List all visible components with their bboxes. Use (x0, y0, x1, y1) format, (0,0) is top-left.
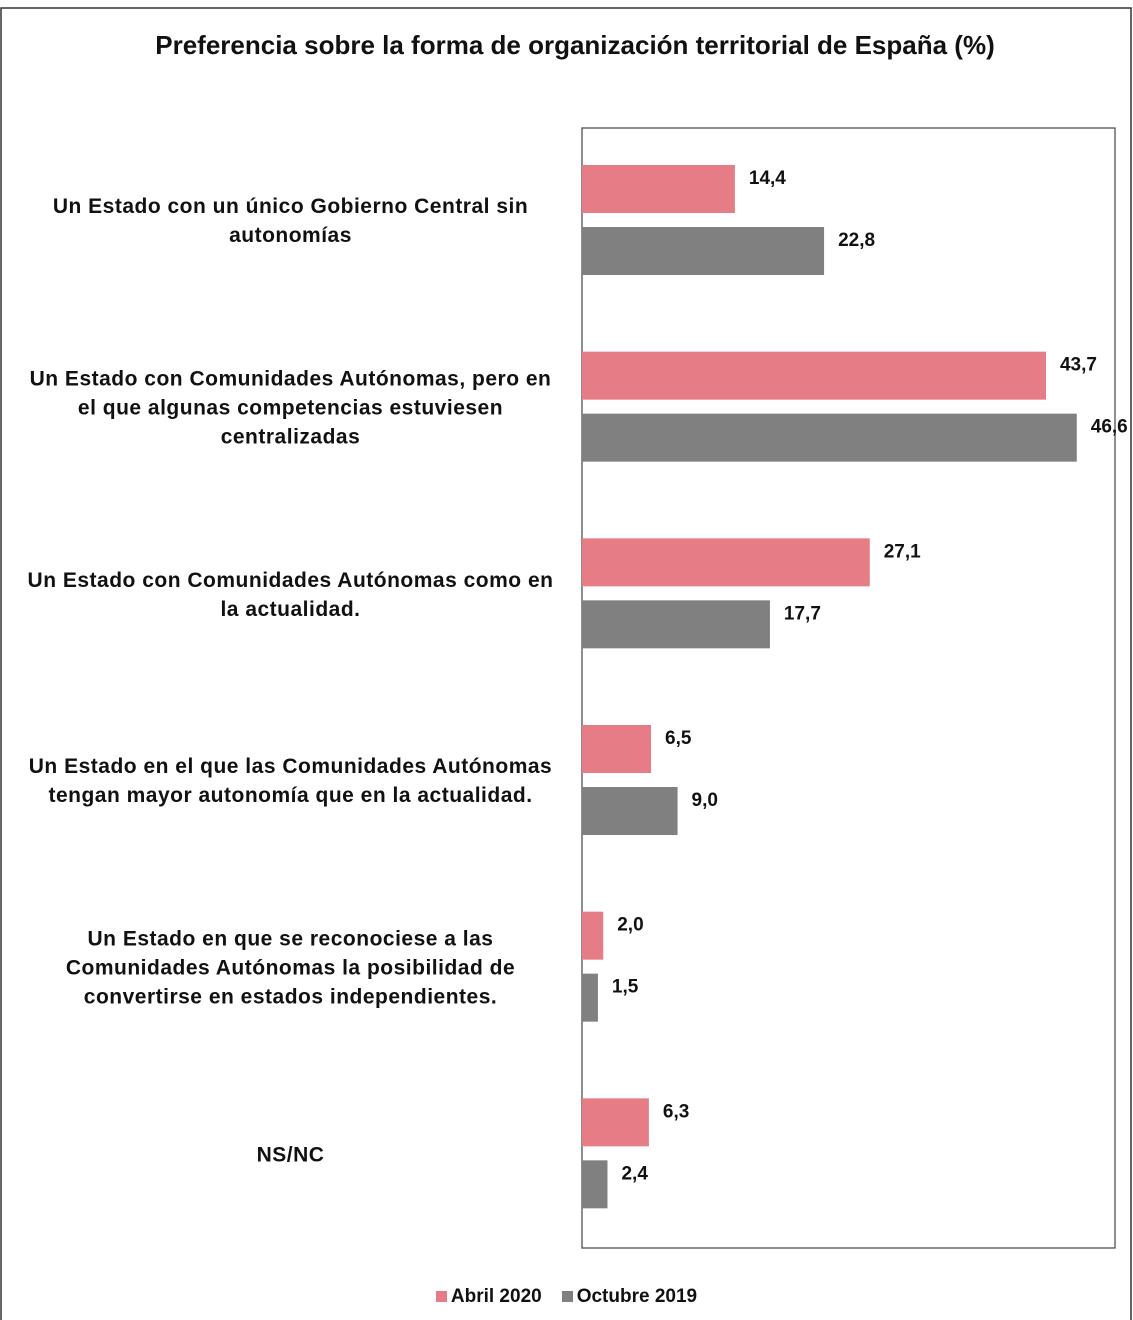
legend-swatch (435, 1291, 447, 1302)
bar (582, 911, 604, 960)
value-label: 27,1 (884, 541, 921, 562)
bar (582, 725, 652, 773)
bar (582, 600, 770, 649)
bar (582, 227, 825, 275)
bar (582, 1098, 649, 1147)
legend-label: Octubre 2019 (576, 1286, 698, 1307)
value-label: 43,7 (1060, 355, 1097, 376)
value-label: 17,7 (784, 603, 821, 624)
category-label: Un Estado con Comunidades Autónomas, per… (29, 367, 552, 449)
category-label: Un Estado con un único Gobierno Central … (52, 195, 529, 248)
value-label: 22,8 (838, 230, 875, 251)
bar (582, 165, 735, 213)
bar (582, 413, 1077, 462)
value-label: 6,3 (663, 1101, 689, 1122)
bar (582, 1160, 608, 1209)
bar (582, 787, 678, 835)
legend-item: Abril 2020 (435, 1286, 542, 1307)
value-label: 46,6 (1091, 417, 1128, 438)
value-label: 6,5 (665, 728, 692, 749)
category-label: NS/NC (256, 1143, 325, 1167)
chart-title: Preferencia sobre la forma de organizaci… (155, 30, 995, 60)
bar (582, 351, 1046, 400)
category-label: Un Estado en que se reconociese a las Co… (65, 927, 516, 1009)
legend-swatch (561, 1291, 573, 1302)
legend-item: Octubre 2019 (561, 1286, 698, 1307)
category-label: Un Estado en el que las Comunidades Autó… (28, 755, 553, 808)
plot-area (581, 127, 1116, 1249)
value-label: 14,4 (749, 168, 786, 189)
value-label: 1,5 (612, 977, 639, 998)
value-label: 2,4 (621, 1163, 648, 1184)
bar (582, 538, 870, 587)
legend: Abril 2020 Octubre 2019 (0, 1286, 1133, 1308)
frame (0, 7, 1132, 1320)
legend-label: Abril 2020 (450, 1286, 542, 1307)
bar (582, 973, 598, 1022)
category-label: Un Estado con Comunidades Autónomas como… (27, 568, 554, 621)
value-label: 2,0 (617, 915, 643, 936)
value-label: 9,0 (692, 790, 718, 811)
